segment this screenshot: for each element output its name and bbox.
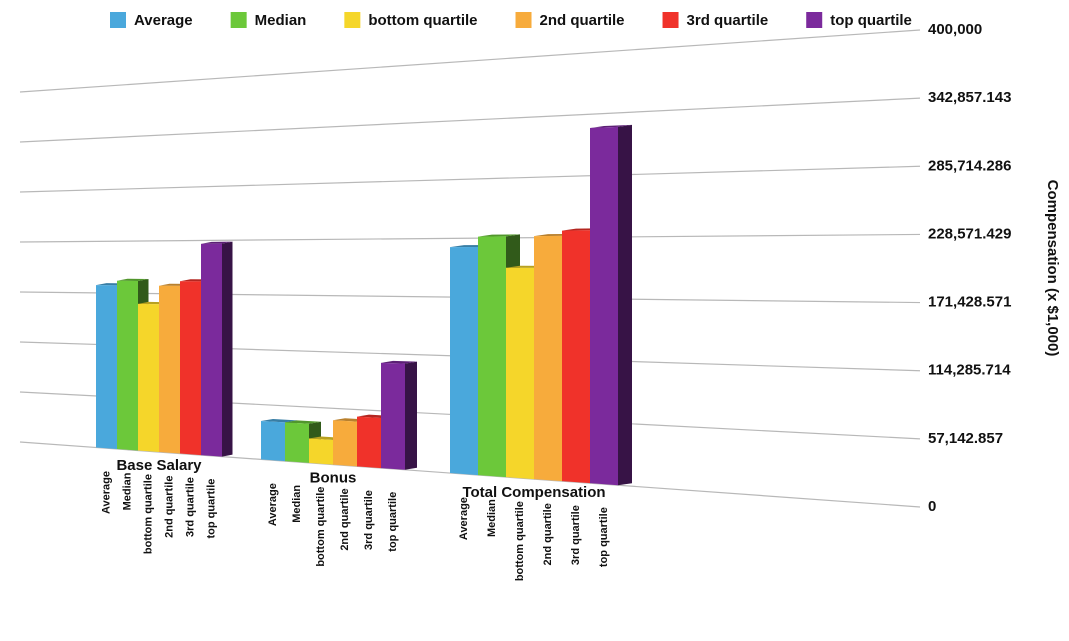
bar bbox=[180, 281, 201, 456]
bar-side bbox=[618, 124, 632, 486]
legend-swatch bbox=[515, 12, 532, 28]
grid-line bbox=[19, 97, 921, 143]
x-tick-label: bottom quartile bbox=[315, 487, 327, 567]
legend-label: 3rd quartile bbox=[687, 12, 769, 29]
x-tick-label: Median bbox=[291, 485, 303, 523]
bar-top bbox=[478, 234, 520, 237]
y-tick-label: 228,571.429 bbox=[928, 225, 1011, 242]
bar bbox=[285, 422, 309, 463]
x-tick-label: top quartile bbox=[205, 479, 217, 539]
x-tick-label: top quartile bbox=[387, 492, 399, 552]
y-tick-label: 0 bbox=[928, 498, 936, 515]
bar-top bbox=[590, 124, 632, 129]
category-label: Base Salary bbox=[116, 457, 202, 474]
y-tick-label: 342,857.143 bbox=[928, 89, 1011, 106]
bar-top bbox=[381, 360, 417, 364]
bar bbox=[138, 303, 159, 453]
x-tick-label: Median bbox=[486, 499, 498, 537]
bar-top bbox=[117, 278, 149, 281]
bar-side bbox=[222, 241, 233, 457]
bar bbox=[159, 285, 180, 454]
bar bbox=[562, 230, 590, 484]
bar bbox=[381, 362, 405, 470]
grid-line bbox=[19, 29, 921, 93]
y-tick-label: 114,285.714 bbox=[928, 362, 1011, 379]
x-tick-label: bottom quartile bbox=[514, 501, 526, 581]
grid-line bbox=[19, 165, 921, 193]
bar bbox=[357, 416, 381, 469]
y-tick-label: 57,142.857 bbox=[928, 430, 1003, 447]
bar bbox=[590, 126, 618, 486]
x-tick-label: Median bbox=[121, 472, 133, 510]
legend-swatch bbox=[110, 12, 126, 28]
bar bbox=[201, 243, 222, 457]
x-tick-label: 2nd quartile bbox=[163, 476, 175, 538]
y-tick-label: 400,000 bbox=[928, 21, 982, 38]
legend-swatch bbox=[230, 12, 247, 28]
legend-label: 2nd quartile bbox=[540, 12, 625, 29]
bar bbox=[117, 280, 138, 451]
legend-swatch bbox=[806, 12, 823, 28]
legend-label: Average bbox=[134, 12, 193, 29]
y-axis-label: Compensation (x $1,000) bbox=[1044, 180, 1061, 357]
legend-label: bottom quartile bbox=[368, 12, 477, 29]
bar-top bbox=[285, 420, 321, 424]
bar bbox=[450, 247, 478, 476]
y-tick-label: 285,714.286 bbox=[928, 157, 1011, 174]
bar bbox=[506, 267, 534, 480]
bar bbox=[333, 420, 357, 467]
x-tick-label: 3rd quartile bbox=[363, 490, 375, 550]
x-tick-label: Average bbox=[100, 471, 112, 514]
x-tick-label: top quartile bbox=[598, 507, 610, 567]
y-tick-label: 171,428.571 bbox=[928, 294, 1011, 311]
x-tick-label: 3rd quartile bbox=[184, 477, 196, 537]
bar bbox=[261, 421, 285, 462]
bar-side bbox=[405, 361, 417, 470]
category-label: Bonus bbox=[310, 470, 357, 487]
legend-label: Median bbox=[255, 12, 307, 29]
bar bbox=[96, 285, 117, 450]
x-tick-label: 2nd quartile bbox=[542, 503, 554, 565]
bar bbox=[309, 438, 333, 465]
x-tick-label: bottom quartile bbox=[142, 474, 154, 554]
bar bbox=[534, 235, 562, 482]
legend-swatch bbox=[662, 12, 679, 28]
bar-top bbox=[201, 241, 233, 244]
x-tick-label: 2nd quartile bbox=[339, 488, 351, 550]
grid-line bbox=[19, 233, 921, 243]
legend-swatch bbox=[344, 12, 361, 28]
bar-top bbox=[261, 419, 297, 423]
x-tick-label: 3rd quartile bbox=[570, 505, 582, 565]
bar bbox=[478, 236, 506, 478]
legend-label: top quartile bbox=[830, 12, 912, 29]
category-label: Total Compensation bbox=[462, 484, 605, 501]
x-tick-label: Average bbox=[267, 483, 279, 526]
x-tick-label: Average bbox=[458, 497, 470, 540]
